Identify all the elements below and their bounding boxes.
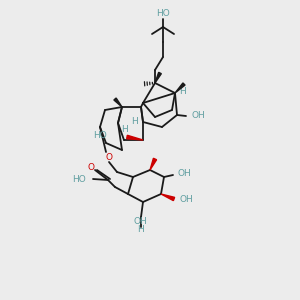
Text: H: H — [132, 118, 138, 127]
Text: O: O — [106, 152, 112, 161]
Text: H: H — [136, 226, 143, 235]
Polygon shape — [155, 72, 161, 83]
Text: OH: OH — [191, 112, 205, 121]
Polygon shape — [127, 135, 143, 140]
Text: OH: OH — [133, 217, 147, 226]
Polygon shape — [161, 194, 175, 201]
Text: OH: OH — [179, 194, 193, 203]
Text: H: H — [122, 125, 128, 134]
Text: HO: HO — [156, 8, 170, 17]
Text: HO: HO — [93, 131, 107, 140]
Text: HO: HO — [72, 175, 86, 184]
Text: OH: OH — [178, 169, 192, 178]
Polygon shape — [150, 158, 157, 170]
Text: O: O — [88, 163, 94, 172]
Polygon shape — [175, 83, 185, 93]
Text: H: H — [178, 86, 185, 95]
Polygon shape — [114, 98, 122, 107]
